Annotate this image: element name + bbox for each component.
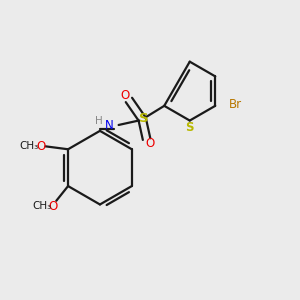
Text: S: S (139, 112, 148, 125)
Text: O: O (146, 137, 155, 150)
Text: S: S (185, 122, 194, 134)
Text: N: N (105, 119, 114, 132)
Text: CH₃: CH₃ (32, 201, 51, 211)
Text: H: H (95, 116, 103, 126)
Text: Br: Br (229, 98, 242, 111)
Text: O: O (36, 140, 46, 152)
Text: O: O (49, 200, 58, 213)
Text: CH₃: CH₃ (19, 141, 38, 151)
Text: O: O (121, 89, 130, 102)
